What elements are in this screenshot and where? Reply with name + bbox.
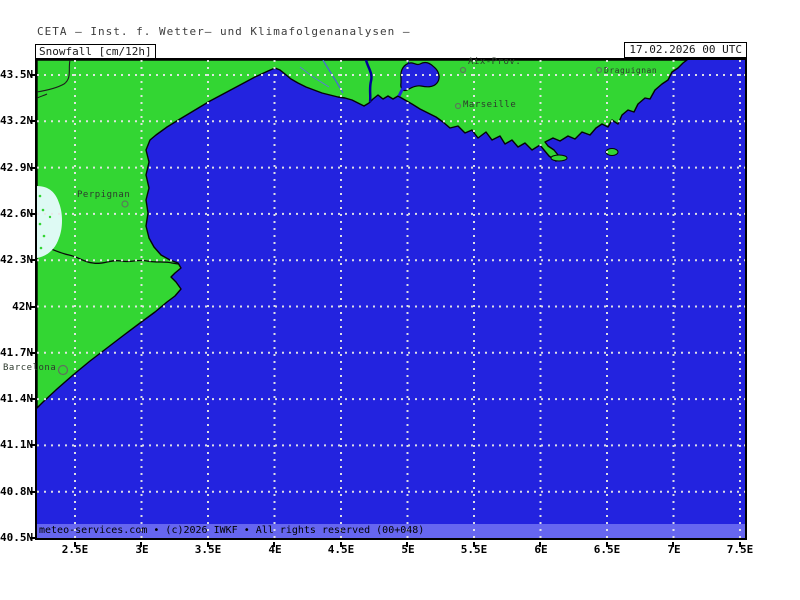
lat-tick xyxy=(30,74,36,76)
lagoon-channel xyxy=(397,87,405,97)
credit-band xyxy=(37,524,745,538)
snowfall-patch-speckles xyxy=(38,194,52,250)
river-aude-fork xyxy=(37,93,48,99)
lat-tick xyxy=(30,167,36,169)
city-marker-draguignan xyxy=(595,66,603,74)
lon-tick xyxy=(207,542,209,547)
lon-tick-label: 5E xyxy=(401,543,415,556)
city-marker-perpignan xyxy=(121,200,129,208)
lat-tick xyxy=(30,537,36,539)
country-border xyxy=(37,242,179,265)
lon-tick-label: 4E xyxy=(268,543,282,556)
lon-tick-label: 6E xyxy=(534,543,548,556)
lat-tick xyxy=(30,306,36,308)
lat-tick-label: 41.4N xyxy=(0,392,34,405)
land-area xyxy=(37,60,688,409)
page-title: CETA – Inst. f. Wetter– und Klimafolgena… xyxy=(37,25,411,38)
city-label-draguignan: Draguignan xyxy=(604,66,658,75)
lon-tick-label: 6.5E xyxy=(593,543,621,556)
lat-tick xyxy=(30,352,36,354)
lat-tick-label: 41.7N xyxy=(0,346,34,359)
lon-tick xyxy=(340,542,342,547)
city-marker-marseille xyxy=(454,102,462,110)
map-canvas: Aix-Prov. Marseille Draguignan Perpignan… xyxy=(3,57,747,540)
lon-tick-label: 3.5E xyxy=(194,543,222,556)
lat-tick-label: 41.1N xyxy=(0,438,34,451)
lat-tick-label: 42.3N xyxy=(0,253,34,266)
lat-tick xyxy=(30,213,36,215)
lat-tick-label: 42.9N xyxy=(0,161,34,174)
lon-tick xyxy=(74,542,76,547)
lat-tick-label: 40.5N xyxy=(0,531,34,544)
lon-tick xyxy=(539,542,541,547)
city-label-perpignan: Perpignan xyxy=(77,190,131,200)
river-minor xyxy=(299,66,330,88)
lat-tick xyxy=(30,259,36,261)
river-rhone xyxy=(364,60,373,103)
datetime-label: 17.02.2026 00 UTC xyxy=(624,42,747,58)
lon-tick xyxy=(672,542,674,547)
lat-tick-label: 43.5N xyxy=(0,68,34,81)
graticule xyxy=(37,60,745,538)
lon-tick-label: 4.5E xyxy=(327,543,355,556)
lon-tick xyxy=(406,542,408,547)
lat-tick-label: 42.6N xyxy=(0,207,34,220)
lat-tick-label: 43.2N xyxy=(0,114,34,127)
city-marker-barcelona xyxy=(57,364,69,376)
city-label-barcelona: Barcelona xyxy=(3,363,57,373)
lon-tick-label: 3E xyxy=(135,543,149,556)
island xyxy=(550,154,568,162)
lon-tick xyxy=(140,542,142,547)
lon-tick-label: 7.5E xyxy=(726,543,754,556)
lat-tick-label: 40.8N xyxy=(0,485,34,498)
snowfall-trace-patch xyxy=(37,186,62,258)
lat-tick xyxy=(30,398,36,400)
lagoon-etang-de-berre xyxy=(400,61,440,92)
lon-tick xyxy=(606,542,608,547)
lat-tick xyxy=(30,120,36,122)
lon-tick xyxy=(273,542,275,547)
city-marker-aix-prov xyxy=(459,66,467,74)
lon-tick xyxy=(739,542,741,547)
lon-tick-label: 5.5E xyxy=(460,543,488,556)
map-graphics xyxy=(37,60,745,538)
lon-tick-label: 2.5E xyxy=(61,543,89,556)
credit-text: meteo-services.com • (c)2026 IWKF • All … xyxy=(39,525,425,536)
city-label-aix-prov: Aix-Prov. xyxy=(468,57,522,67)
river-aude xyxy=(37,60,71,93)
lat-tick-label: 42N xyxy=(12,300,32,313)
product-label: Snowfall [cm/12h] xyxy=(35,44,156,60)
lon-tick-label: 7E xyxy=(667,543,681,556)
lon-tick xyxy=(473,542,475,547)
lat-tick xyxy=(30,444,36,446)
city-label-marseille: Marseille xyxy=(463,100,517,110)
lat-tick xyxy=(30,491,36,493)
